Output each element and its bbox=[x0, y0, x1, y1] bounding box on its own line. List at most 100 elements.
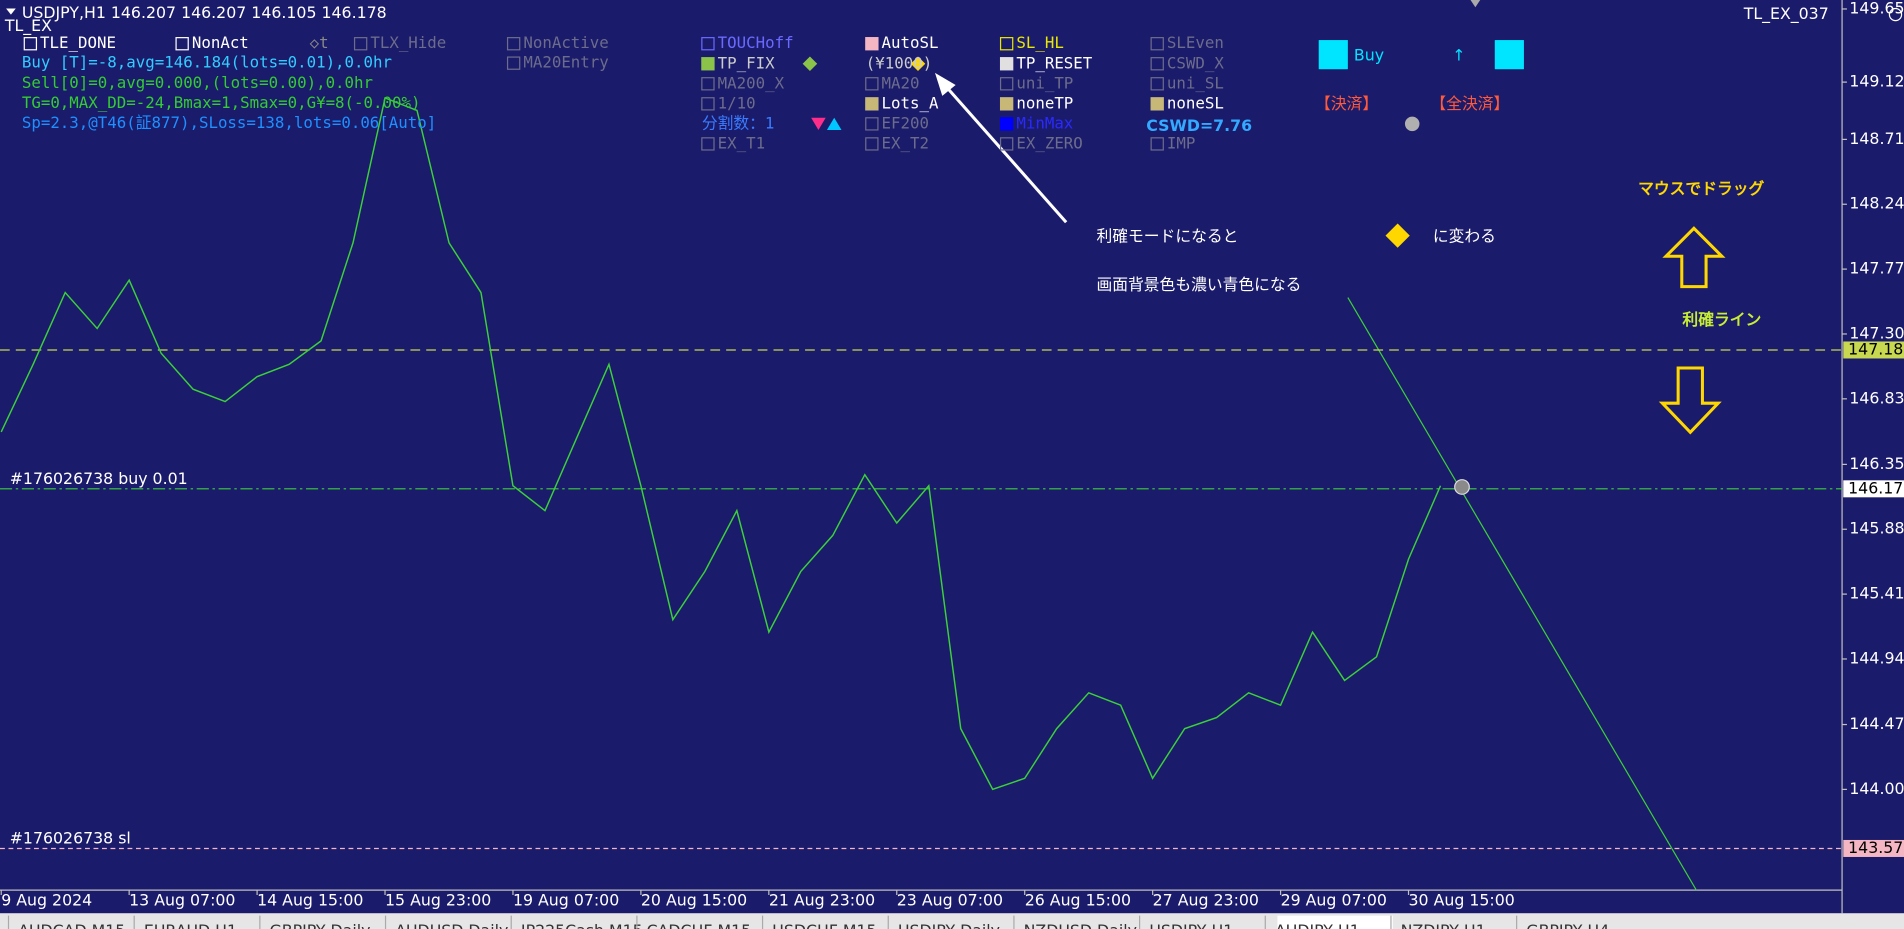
panel-button[interactable]: IMP bbox=[1167, 133, 1195, 152]
x-tick-label: 23 Aug 07:00 bbox=[897, 891, 1003, 910]
checkbox[interactable] bbox=[701, 97, 715, 111]
panel-button[interactable]: noneTP bbox=[1016, 93, 1073, 112]
x-tick-label: 15 Aug 23:00 bbox=[385, 891, 491, 910]
checkbox[interactable] bbox=[23, 37, 38, 51]
panel-button[interactable]: EX_ZERO bbox=[1016, 133, 1082, 152]
checkbox[interactable] bbox=[701, 137, 715, 151]
close-all-button[interactable]: 【全決済】 bbox=[1430, 94, 1509, 113]
panel-button[interactable]: EX_T2 bbox=[882, 133, 929, 152]
checkbox[interactable] bbox=[865, 97, 879, 111]
chart-tab[interactable]: USDJPY,Daily bbox=[898, 921, 1000, 929]
panel-button[interactable]: CSWD_X bbox=[1167, 53, 1224, 72]
panel-button[interactable]: MA20 bbox=[882, 73, 920, 92]
buy-button[interactable]: Buy bbox=[1354, 45, 1384, 64]
chart-tab[interactable]: USDCHF,M15 bbox=[772, 921, 876, 929]
panel-button[interactable]: uni_TP bbox=[1016, 73, 1073, 92]
triangle-up[interactable] bbox=[826, 117, 842, 130]
checkbox[interactable] bbox=[701, 37, 715, 51]
expert-name: TL_EX_037 bbox=[1743, 4, 1829, 24]
order-label: #176026738 buy 0.01 bbox=[10, 469, 188, 488]
x-tick-label: 30 Aug 15:00 bbox=[1409, 891, 1515, 910]
checkbox[interactable] bbox=[1150, 97, 1164, 111]
y-tick-label: 145.885 bbox=[1849, 519, 1904, 538]
checkbox[interactable] bbox=[506, 56, 521, 70]
x-tick-label: 9 Aug 2024 bbox=[1, 891, 92, 910]
checkbox[interactable] bbox=[506, 37, 521, 51]
pointer-arrow bbox=[943, 84, 1068, 224]
checkbox[interactable] bbox=[999, 137, 1014, 151]
buy-arrow[interactable]: ↑ bbox=[1452, 45, 1465, 64]
checkbox[interactable] bbox=[999, 77, 1014, 91]
panel-button[interactable]: EX_T1 bbox=[718, 133, 765, 152]
x-tick-label: 20 Aug 15:00 bbox=[641, 891, 747, 910]
chart-tab[interactable]: AUDUSD,Daily bbox=[395, 921, 508, 929]
drag-hint: マウスでドラッグ bbox=[1638, 179, 1764, 198]
panel-button[interactable]: 分割数：1 bbox=[702, 113, 775, 132]
checkbox[interactable] bbox=[999, 57, 1014, 71]
checkbox[interactable] bbox=[999, 97, 1014, 111]
toolbar-toggle[interactable]: NonActive bbox=[523, 33, 608, 52]
panel-button[interactable]: noneSL bbox=[1167, 93, 1224, 112]
y-tick-label: 144.470 bbox=[1849, 714, 1904, 733]
symbol-info: USDJPY,H1 146.207 146.207 146.105 146.17… bbox=[22, 3, 387, 22]
chart-tab[interactable]: AUDCAD,M15 bbox=[18, 921, 125, 929]
close-button[interactable]: 【決済】 bbox=[1315, 94, 1378, 113]
checkbox[interactable] bbox=[1150, 77, 1164, 91]
panel-button[interactable]: MA200_X bbox=[718, 73, 785, 92]
tab-bar bbox=[0, 913, 1904, 929]
checkbox[interactable] bbox=[865, 37, 879, 51]
y-tick-label: 146.830 bbox=[1849, 388, 1904, 407]
price-level-box bbox=[1843, 480, 1904, 498]
checkbox[interactable] bbox=[175, 37, 189, 51]
buy-square bbox=[1494, 40, 1524, 70]
chart-tab[interactable]: CADCHF,M15 bbox=[647, 921, 752, 929]
checkbox[interactable] bbox=[701, 77, 715, 91]
chart-tab[interactable]: JP225Cash,M15 bbox=[520, 921, 643, 929]
toolbar-toggle[interactable]: NonAct bbox=[192, 33, 249, 52]
chart-tab[interactable]: AUDJPY,H1 bbox=[1275, 921, 1360, 929]
y-tick-label: 148.710 bbox=[1849, 129, 1904, 148]
panel-button[interactable]: AutoSL bbox=[882, 33, 939, 52]
checkbox[interactable] bbox=[865, 137, 879, 151]
y-tick-label: 149.125 bbox=[1849, 72, 1904, 91]
checkbox[interactable] bbox=[353, 37, 368, 51]
checkbox[interactable] bbox=[1150, 37, 1164, 51]
plot: 149.655 149.125 148.710 148.240 147.77 147.30… bbox=[0, 0, 1904, 910]
checkbox[interactable] bbox=[865, 117, 879, 131]
checkbox[interactable] bbox=[1150, 57, 1164, 71]
panel-button[interactable]: uni_SL bbox=[1167, 73, 1224, 92]
diamond-icon bbox=[910, 56, 926, 72]
toolbar-toggle[interactable]: TLE_DONE bbox=[40, 33, 116, 52]
chart-tab[interactable]: NZDJPY,H1 bbox=[1401, 921, 1486, 929]
toolbar-toggle[interactable]: MA20Entry bbox=[523, 53, 608, 72]
panel-button[interactable]: MinMax bbox=[1016, 113, 1073, 132]
down-arrow bbox=[1658, 366, 1722, 435]
panel-button[interactable]: Lots_A bbox=[882, 93, 939, 112]
chart-tab[interactable]: GBPJPY,H4 bbox=[1526, 921, 1609, 929]
panel-button[interactable]: TOUCHoff bbox=[718, 33, 794, 52]
checkbox[interactable] bbox=[1150, 137, 1164, 151]
panel-button[interactable]: SL_HL bbox=[1016, 33, 1063, 52]
checkbox[interactable] bbox=[999, 37, 1014, 51]
panel-button[interactable]: SLEven bbox=[1167, 33, 1224, 52]
chart-tab[interactable]: NZDUSD,Daily bbox=[1024, 921, 1137, 929]
smiley bbox=[1888, 7, 1903, 22]
panel-button[interactable]: CSWD=7.76 bbox=[1146, 116, 1252, 135]
panel-button[interactable]: (¥1000) bbox=[866, 53, 932, 72]
panel-button[interactable]: TP_FIX bbox=[718, 53, 775, 72]
drag-handle[interactable] bbox=[1454, 479, 1470, 495]
chart-tab[interactable]: EURAUD,H1 bbox=[144, 921, 237, 929]
chart-tab[interactable]: USDJPY,H1 bbox=[1149, 921, 1233, 929]
checkbox[interactable] bbox=[701, 57, 715, 71]
info-line: Sp=2.3,@T46(証877),SLoss=138,lots=0.06[Au… bbox=[22, 113, 436, 132]
toolbar-toggle[interactable]: TLX_Hide bbox=[370, 33, 446, 52]
checkbox[interactable] bbox=[999, 117, 1014, 131]
toolbar-toggle[interactable]: ◇t bbox=[310, 33, 329, 52]
panel-button[interactable]: TP_RESET bbox=[1016, 53, 1092, 72]
menu-arrow[interactable] bbox=[6, 8, 16, 15]
triangle-down[interactable] bbox=[811, 117, 826, 130]
chart-tab[interactable]: GBPJPY,Daily bbox=[270, 921, 371, 929]
panel-button[interactable]: EF200 bbox=[882, 113, 929, 132]
checkbox[interactable] bbox=[865, 77, 879, 91]
panel-button[interactable]: 1/10 bbox=[718, 93, 756, 112]
